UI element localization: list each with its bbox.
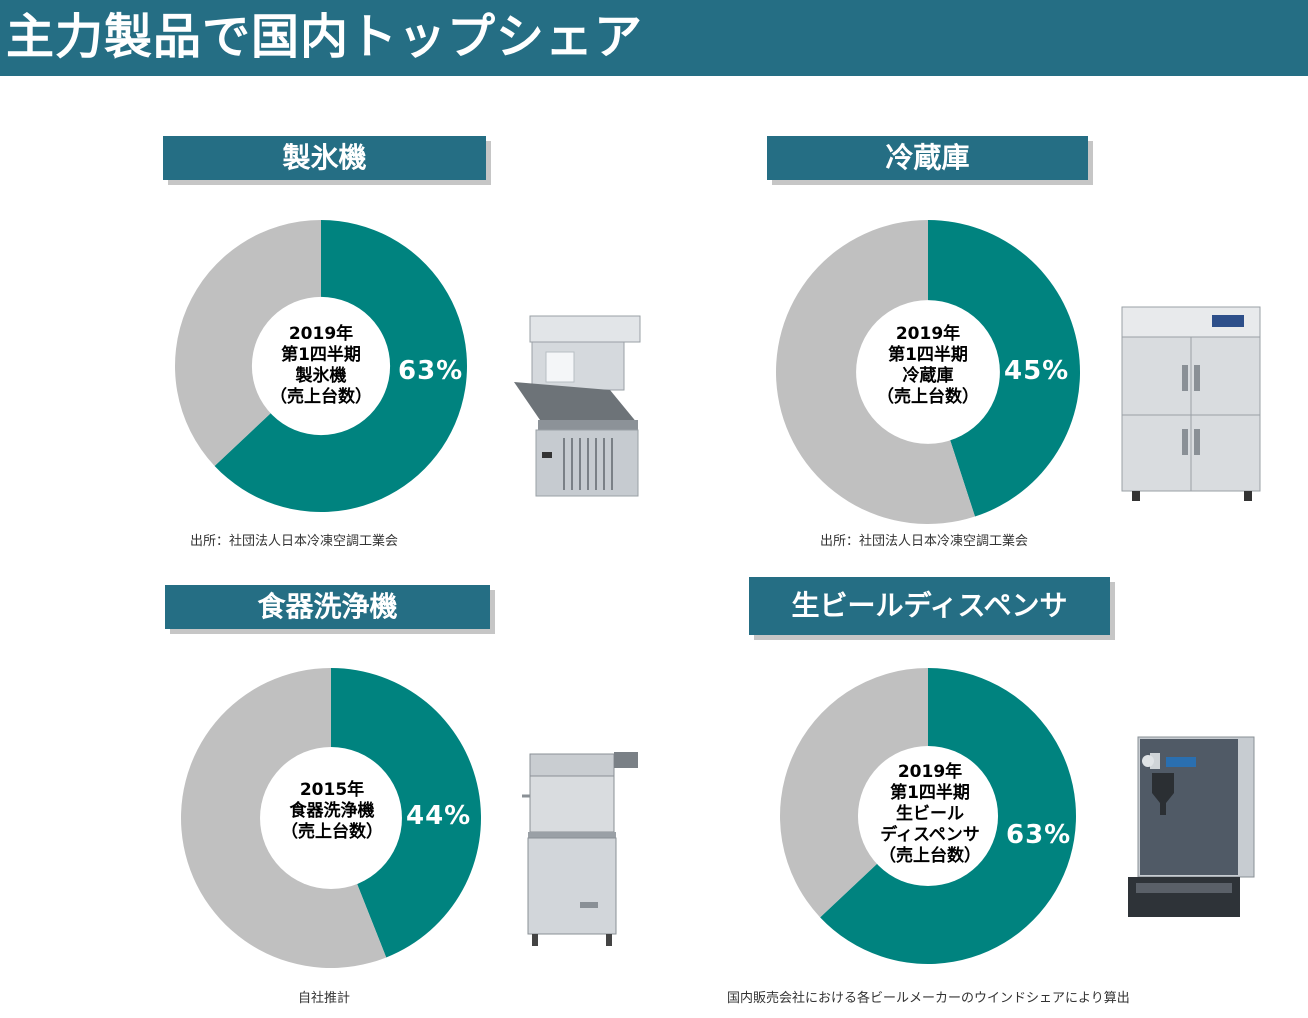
center-line: 2019年 <box>895 324 961 344</box>
pie-slice-other <box>780 668 928 918</box>
pie-chart-ice-machine <box>175 220 468 512</box>
ice-machine-icon <box>514 315 641 497</box>
dishwasher-icon <box>522 752 638 946</box>
pie-center-hole <box>260 747 402 889</box>
center-label-refrigerator: 2019年 第1四半期 冷蔵庫 （売上台数） <box>853 324 1003 408</box>
pie-center-hole <box>856 300 1000 444</box>
pie-slice-other <box>175 220 321 466</box>
pie-center-hole <box>857 745 999 887</box>
source-note-refrigerator: 出所：社団法人日本冷凍空調工業会 <box>820 534 1029 549</box>
center-label-ice-machine: 2019年 第1四半期 製氷機 （売上台数） <box>246 324 396 408</box>
pie-slice-share <box>331 668 481 958</box>
center-line: 2015年 <box>299 780 365 800</box>
center-line: 生ビール <box>896 804 964 824</box>
section-label-refrigerator: 冷蔵庫 <box>767 136 1088 180</box>
center-line: 2019年 <box>288 324 354 344</box>
center-line: ディスペンサ <box>880 825 980 845</box>
pie-slice-share <box>928 220 1080 517</box>
refrigerator-icon <box>1121 306 1261 501</box>
percent-label-ice-machine: 63% <box>398 356 464 386</box>
center-label-beer-dispenser: 2019年 第1四半期 生ビール ディスペンサ （売上台数） <box>855 762 1005 867</box>
center-label-dishwasher: 2015年 食器洗浄機 （売上台数） <box>257 780 407 843</box>
center-line: 2019年 <box>897 762 963 782</box>
page-title: 主力製品で国内トップシェア <box>6 9 644 65</box>
pie-chart-beer-dispenser <box>780 668 1076 964</box>
center-line: （売上台数） <box>879 846 981 866</box>
center-line: 食器洗浄機 <box>289 801 375 821</box>
center-line: 冷蔵庫 <box>902 366 954 386</box>
section-label-ice-machine: 製氷機 <box>163 136 486 180</box>
section-label-beer-dispenser: 生ビールディスペンサ <box>749 577 1110 635</box>
source-note-ice-machine: 出所：社団法人日本冷凍空調工業会 <box>190 534 399 549</box>
source-note-dishwasher: 自社推計 <box>298 991 351 1006</box>
pie-chart-refrigerator <box>776 220 1080 524</box>
section-label-dishwasher: 食器洗浄機 <box>165 585 490 629</box>
pie-chart-dishwasher <box>181 668 481 968</box>
center-line: 第1四半期 <box>890 783 970 803</box>
percent-label-dishwasher: 44% <box>406 801 472 831</box>
pie-center-hole <box>251 296 391 436</box>
page-header: 主力製品で国内トップシェア <box>0 0 1308 76</box>
center-line: 製氷機 <box>295 366 347 386</box>
beer-dispenser-icon <box>1128 736 1255 917</box>
center-line: 第1四半期 <box>281 345 361 365</box>
center-line: （売上台数） <box>877 387 979 407</box>
center-line: 第1四半期 <box>888 345 968 365</box>
center-line: （売上台数） <box>281 822 383 842</box>
source-note-beer-dispenser: 国内販売会社における各ビールメーカーのウインドシェアにより算出 <box>727 991 1130 1006</box>
center-line: （売上台数） <box>270 387 372 407</box>
percent-label-refrigerator: 45% <box>1004 356 1070 386</box>
percent-label-beer-dispenser: 63% <box>1006 820 1072 850</box>
